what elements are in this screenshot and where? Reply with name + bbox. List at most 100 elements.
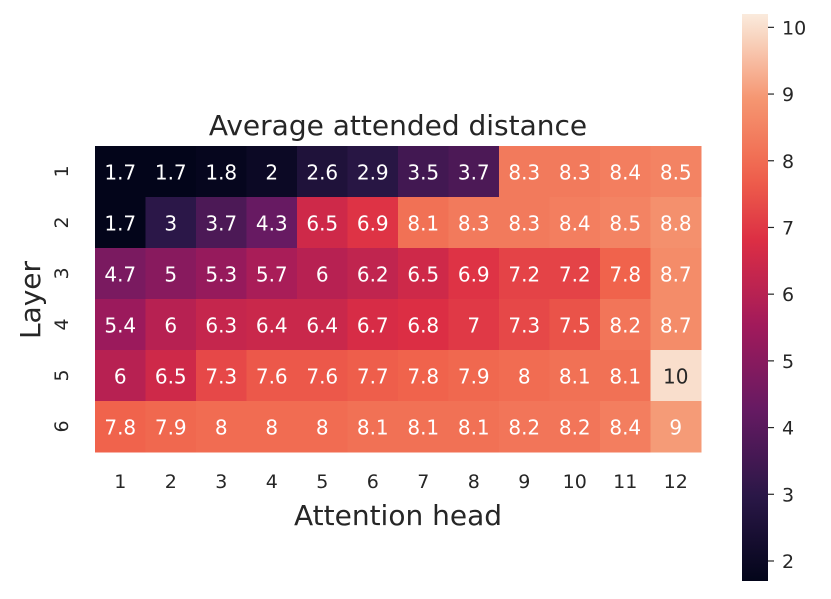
cell-value-label: 8 xyxy=(265,416,278,440)
cell-value-label: 8.1 xyxy=(407,416,439,440)
heatmap-cell xyxy=(650,248,702,300)
x-tick-labels: 1 2 3 4 5 6 7 8 9 10 11 12 xyxy=(114,471,688,493)
cell-value-label: 8.2 xyxy=(508,416,540,440)
heatmap-cell xyxy=(549,146,601,198)
heatmap-cell xyxy=(398,299,449,351)
heatmap-cell xyxy=(600,299,651,351)
cell-value-label: 6.8 xyxy=(407,314,439,338)
heatmap-cell xyxy=(246,299,298,351)
cell-value-label: 7.5 xyxy=(559,314,591,338)
cell-value-label: 8.3 xyxy=(559,161,591,185)
x-tick-label: 1 xyxy=(114,471,126,493)
cell-value-label: 1.7 xyxy=(104,212,136,236)
cell-value-label: 7.9 xyxy=(155,416,187,440)
cell-value-label: 7.7 xyxy=(357,365,389,389)
heatmap-cell xyxy=(196,401,247,453)
heatmap-cell xyxy=(297,146,348,198)
colorbar xyxy=(742,14,768,581)
heatmap-cell xyxy=(398,248,449,300)
cell-value-label: 7.9 xyxy=(458,365,490,389)
chart-title: Average attended distance xyxy=(209,109,587,142)
colorbar-tick-label: 8 xyxy=(782,151,794,173)
heatmap-cell xyxy=(398,401,449,453)
heatmap-cell xyxy=(196,350,247,402)
cell-value-label: 8.1 xyxy=(609,365,641,389)
y-tick-label: 4 xyxy=(51,318,73,330)
y-tick-labels: 1 2 3 4 5 6 xyxy=(51,165,73,432)
x-tick-label: 9 xyxy=(518,471,530,493)
cell-value-label: 5.7 xyxy=(256,263,288,287)
heatmap-cell xyxy=(246,197,298,249)
cell-value-label: 6.4 xyxy=(306,314,338,338)
cell-value-label: 7 xyxy=(467,314,480,338)
cell-value-label: 6 xyxy=(114,365,127,389)
heatmap-cell xyxy=(600,146,651,198)
heatmap-cell xyxy=(398,197,449,249)
cell-value-label: 2.6 xyxy=(306,161,338,185)
heatmap-cell xyxy=(448,248,500,300)
cell-value-label: 8.1 xyxy=(458,416,490,440)
heatmap-cell xyxy=(196,299,247,351)
heatmap-cell xyxy=(448,146,500,198)
x-tick-label: 3 xyxy=(215,471,227,493)
cell-value-label: 7.8 xyxy=(104,416,136,440)
cell-value-label: 8.7 xyxy=(660,263,692,287)
cell-value-label: 6.9 xyxy=(357,212,389,236)
heatmap-cell xyxy=(448,299,500,351)
heatmap-cell xyxy=(549,197,601,249)
heatmap-cell xyxy=(297,401,348,453)
heatmap-cell xyxy=(145,299,197,351)
heatmap-cell xyxy=(499,248,550,300)
colorbar-tick-label: 2 xyxy=(782,551,794,573)
x-tick-label: 2 xyxy=(165,471,177,493)
x-axis-label: Attention head xyxy=(294,499,502,532)
heatmap-cell xyxy=(347,299,399,351)
cell-value-label: 9 xyxy=(669,416,682,440)
heatmap-cell xyxy=(499,350,550,402)
cell-value-label: 6.5 xyxy=(155,365,187,389)
cell-value-label: 4.7 xyxy=(104,263,136,287)
heatmap-cell xyxy=(448,197,500,249)
cell-value-label: 2 xyxy=(265,161,278,185)
heatmap-cell xyxy=(600,401,651,453)
heatmap-cell xyxy=(549,350,601,402)
heatmap-cell xyxy=(600,350,651,402)
cell-value-label: 7.6 xyxy=(256,365,288,389)
cell-value-label: 7.2 xyxy=(559,263,591,287)
x-tick-label: 8 xyxy=(468,471,480,493)
cell-value-label: 8.4 xyxy=(559,212,591,236)
cell-value-label: 6.2 xyxy=(357,263,389,287)
colorbar-tick-label: 7 xyxy=(782,217,794,239)
heatmap-cell xyxy=(549,401,601,453)
heatmap-cells: 1.7 1.7 1.8 2 2.6 2.9 3.5 3.7 8.3 8.3 8.4 8.5 1.7 3 3.… xyxy=(95,146,702,453)
heatmap-cell xyxy=(196,197,247,249)
heatmap-cell xyxy=(398,350,449,402)
heatmap-cell xyxy=(650,197,702,249)
x-tick-label: 11 xyxy=(613,471,637,493)
heatmap-cell xyxy=(600,197,651,249)
cell-value-label: 5.4 xyxy=(104,314,136,338)
heatmap-cell xyxy=(145,350,197,402)
cell-value-label: 8.1 xyxy=(559,365,591,389)
heatmap-cell xyxy=(246,248,298,300)
cell-value-label: 10 xyxy=(663,365,688,389)
cell-value-label: 6 xyxy=(164,314,177,338)
heatmap-cell xyxy=(145,248,197,300)
heatmap-cell xyxy=(499,401,550,453)
heatmap-cell xyxy=(549,248,601,300)
heatmap-cell xyxy=(297,350,348,402)
y-tick-label: 5 xyxy=(51,369,73,381)
heatmap-cell xyxy=(398,146,449,198)
colorbar-tick-label: 9 xyxy=(782,84,794,106)
heatmap-cell xyxy=(549,299,601,351)
cell-value-label: 3 xyxy=(164,212,177,236)
cell-value-label: 7.8 xyxy=(407,365,439,389)
cell-value-label: 1.7 xyxy=(155,161,187,185)
heatmap-cell xyxy=(95,401,146,453)
cell-value-label: 1.7 xyxy=(104,161,136,185)
y-tick-label: 1 xyxy=(51,165,73,177)
heatmap-cell xyxy=(347,146,399,198)
cell-value-label: 3.7 xyxy=(458,161,490,185)
cell-value-label: 8.5 xyxy=(660,161,692,185)
x-tick-label: 6 xyxy=(367,471,379,493)
